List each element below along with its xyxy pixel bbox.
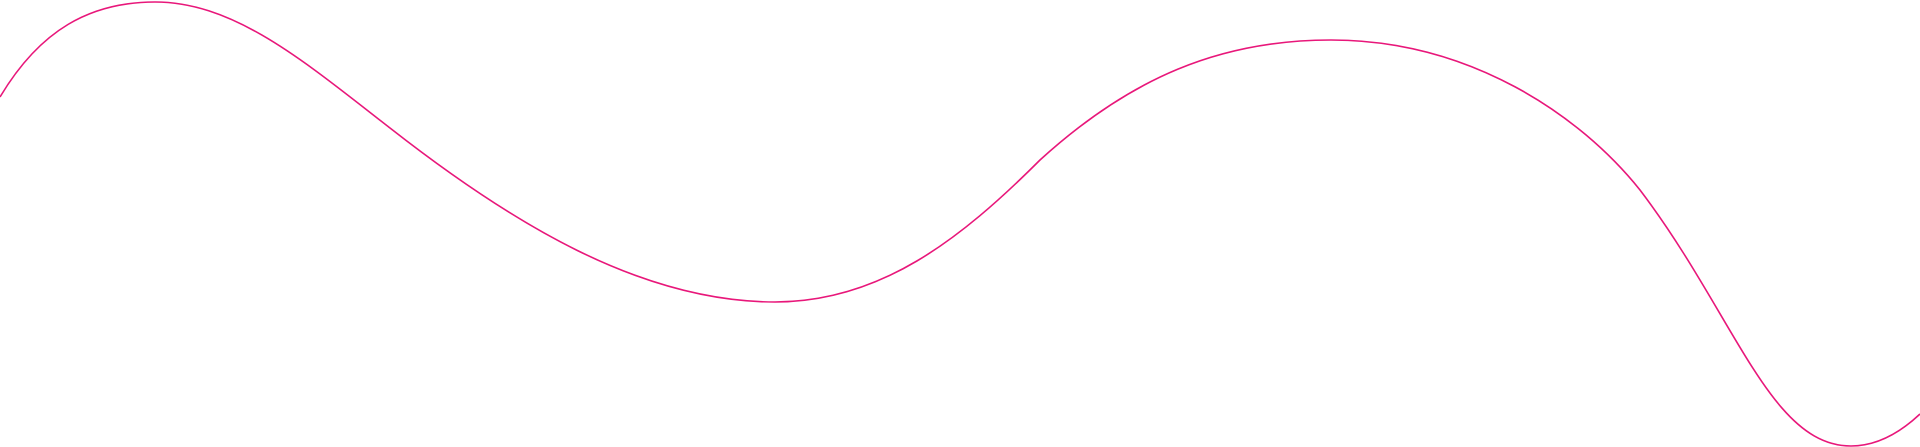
decorative-wave-line <box>0 1 1920 447</box>
wave-path <box>0 1 1920 447</box>
